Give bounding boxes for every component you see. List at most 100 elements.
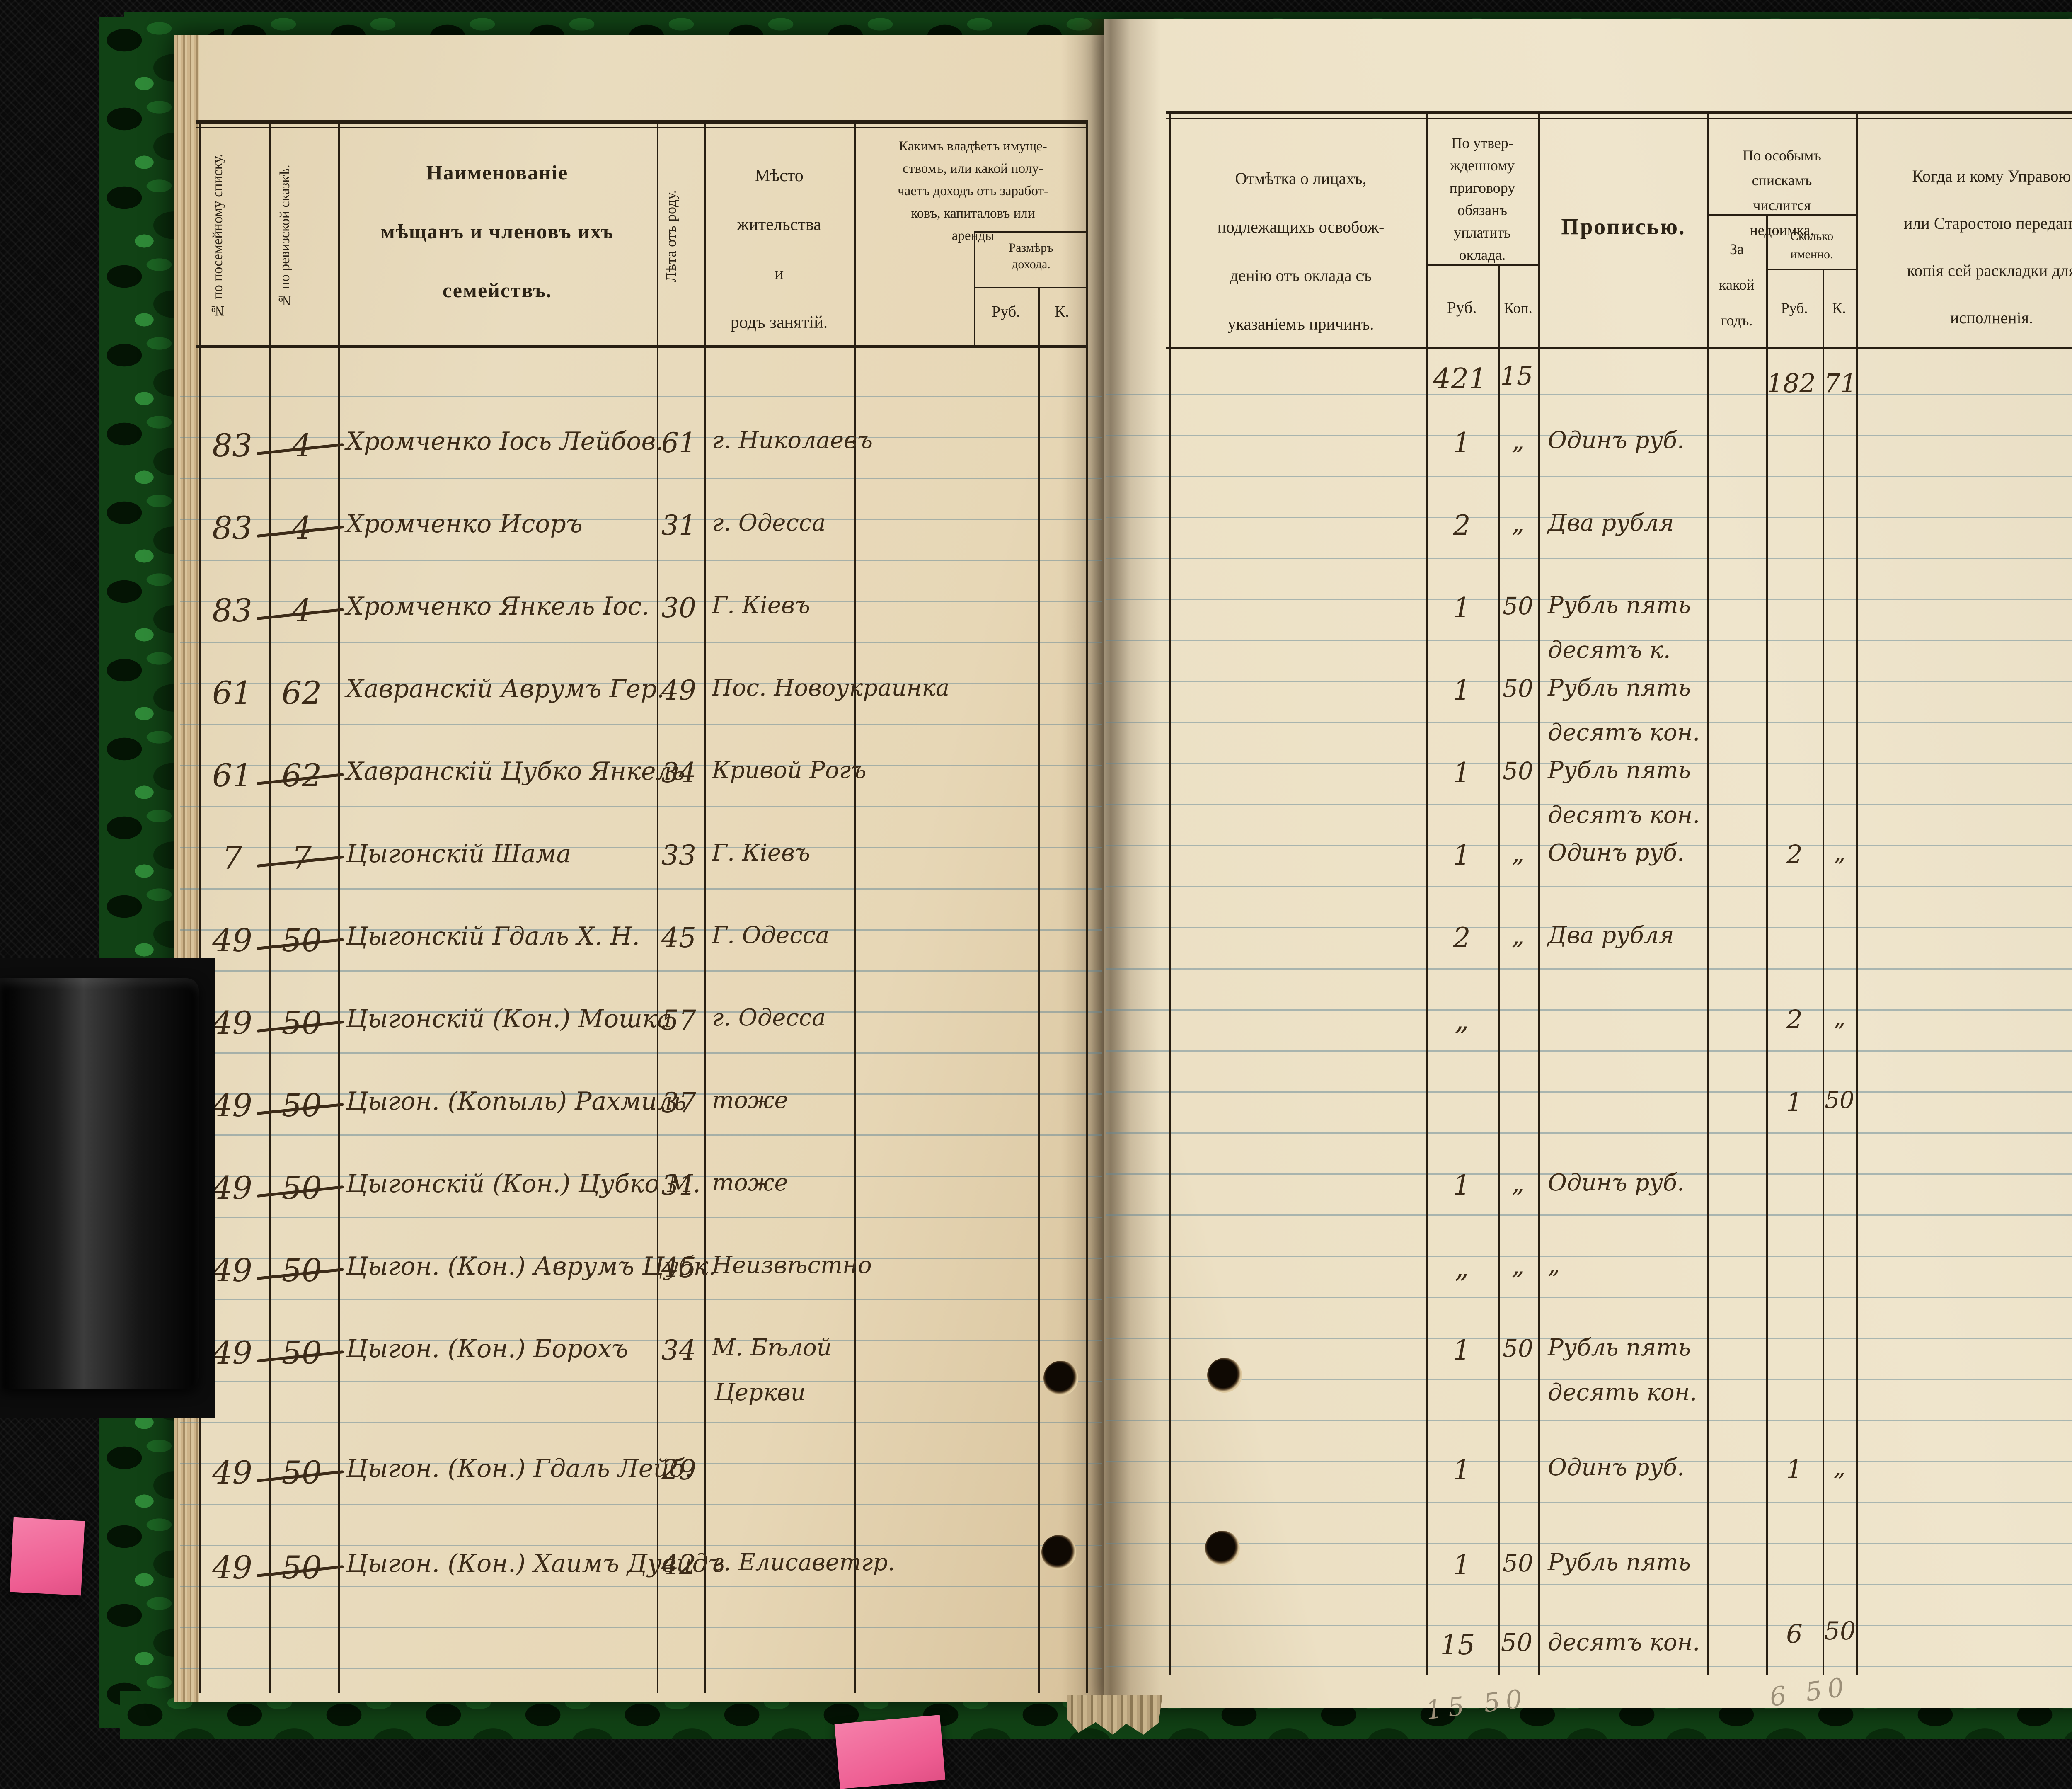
revision-list-no: 4: [266, 509, 337, 546]
arrears-rubles: 1: [1786, 1454, 1803, 1484]
header-oklad: По утвер- жденному приговору обязанъ упл…: [1449, 135, 1515, 263]
age: 49: [661, 674, 696, 706]
carryover-arrears-kop: 71: [1824, 368, 1857, 398]
age: 31: [661, 509, 696, 541]
grid-line: [1766, 214, 1768, 1675]
oklad-kopecks: „: [1511, 1252, 1525, 1280]
arrears-kopecks: „: [1833, 1454, 1846, 1481]
oklad-rubles: 2: [1453, 922, 1471, 954]
person-name: Хромченко Исоръ: [346, 509, 583, 538]
grid-line: [1707, 111, 1709, 1675]
person-name: Хромченко Іось Лейбов.: [346, 427, 664, 456]
grid-line: [974, 231, 1088, 233]
page-number: 26: [2068, 78, 2072, 114]
age: 30: [661, 592, 696, 624]
arrears-kopecks: 50: [1825, 1087, 1854, 1114]
carryover-oklad-kop: 15: [1500, 361, 1533, 391]
header-income-k: К.: [1055, 303, 1069, 320]
residence: г. Елисаветгр.: [712, 1549, 896, 1576]
table-row: 49 50 Цыгонскій Гдаль Х. Н. 45 Г. Одесса…: [0, 922, 2072, 1005]
grid-line: [1166, 347, 2072, 349]
oklad-kopecks: „: [1511, 509, 1525, 538]
grid-line: [1823, 269, 1824, 1675]
header-age: Лѣта отъ роду.: [663, 190, 679, 283]
grid-line: [1707, 214, 1856, 216]
carryover-arrears-rub: 182: [1767, 368, 1816, 398]
header-copy-note: Когда и кому Управою или Старостою перед…: [1904, 167, 2072, 327]
total-words: десятъ кон.: [1548, 1629, 1700, 1656]
oklad-kopecks: 50: [1503, 1549, 1533, 1577]
header-revision-no: № по ревизской сказкѣ.: [277, 165, 293, 308]
table-row: 49 50 Цыгонскій (Кон.) Мошка 57 г. Одесс…: [0, 1004, 2072, 1087]
oklad-rubles: 1: [1453, 674, 1471, 706]
grid-line: [269, 120, 271, 1693]
age: 34: [661, 757, 696, 789]
table-row: 49 50 Цыгон. (Кон.) Аврумъ Цубк. 45 Неиз…: [0, 1252, 2072, 1335]
header-arrears-amount: Сколько именно.: [1790, 229, 1834, 261]
residence: г. Николаевъ: [712, 427, 873, 454]
oklad-rubles: 1: [1453, 1549, 1471, 1581]
grid-line: [1538, 111, 1540, 1675]
header-arrears-k: К.: [1832, 300, 1846, 316]
family-list-no: 49: [212, 1454, 252, 1491]
age: 29: [661, 1454, 696, 1486]
family-list-no: 83: [212, 427, 252, 464]
person-name: Цыгон. (Копыль) Рахмиль: [346, 1087, 687, 1116]
punch-hole: [1043, 1361, 1078, 1396]
header-income-size: Размѣръ дохода.: [1009, 241, 1053, 271]
total-arrears-kop: 50: [1824, 1617, 1856, 1646]
oklad-kopecks: 50: [1503, 757, 1533, 785]
oklad-rubles: 1: [1453, 1169, 1471, 1201]
oklad-kopecks: 50: [1503, 592, 1533, 620]
age: 31: [661, 1169, 696, 1201]
amount-in-words: Одинъ руб.: [1548, 839, 1685, 866]
header-oklad-kop: Коп.: [1504, 300, 1532, 316]
residence: Г. Кіевъ: [712, 592, 810, 619]
grid-line: [974, 231, 975, 347]
person-name: Цыгон. (Кон.) Аврумъ Цубк.: [346, 1252, 716, 1281]
grid-line: [1498, 264, 1500, 1675]
person-name: Цыгонскій Гдаль Х. Н.: [346, 922, 640, 951]
age: 33: [661, 839, 696, 871]
age: 61: [661, 427, 696, 459]
oklad-kopecks: „: [1511, 839, 1525, 868]
revision-list-no: 62: [281, 674, 322, 711]
revision-list-no: 50: [266, 1454, 337, 1491]
oklad-rubles: 1: [1453, 1454, 1471, 1486]
residence: Неизвѣстно: [712, 1252, 872, 1279]
table-row: 61 62 Хавранскій Аврумъ Гер. 49 Пос. Нов…: [0, 674, 2072, 757]
grid-line: [1166, 118, 2072, 119]
oklad-rubles: 1: [1453, 757, 1471, 789]
grid-line: [1169, 111, 1171, 1675]
header-arrears-rub: Руб.: [1781, 300, 1808, 316]
age: 34: [661, 1334, 696, 1366]
family-list-no: 61: [212, 757, 252, 794]
person-name: Хавранскій Цубко Янкель: [346, 757, 685, 786]
residence: Пос. Новоукраинка: [712, 674, 950, 701]
sticky-note-bottom: [834, 1715, 946, 1789]
oklad-rubles: 1: [1453, 1334, 1471, 1366]
amount-in-words: Рубль пять: [1548, 1549, 1691, 1576]
header-in-words: Прописью.: [1561, 214, 1686, 239]
punch-hole: [1207, 1358, 1242, 1393]
oklad-rubles: 1: [1453, 592, 1471, 624]
family-list-no: 7: [222, 839, 242, 876]
carryover-oklad-rub: 421: [1433, 363, 1487, 395]
grid-line: [199, 120, 201, 1693]
revision-list-no: 50: [266, 1087, 337, 1124]
revision-list-no: 50: [266, 1252, 337, 1289]
person-name: Хавранскій Аврумъ Гер.: [346, 674, 665, 703]
oklad-kopecks: „: [1511, 427, 1525, 455]
revision-list-no: 62: [266, 757, 337, 794]
arrears-rubles: 2: [1786, 1004, 1803, 1035]
age: 45: [661, 922, 696, 954]
amount-in-words: Рубль пять десять кон.: [1548, 1334, 1697, 1406]
person-name: Цыгон. (Кон.) Гдаль Лейб.: [346, 1454, 692, 1483]
total-oklad-rub: 15: [1440, 1629, 1475, 1661]
header-oklad-rub: Руб.: [1447, 298, 1477, 317]
residence: г. Одесса: [712, 1004, 826, 1031]
age: 57: [661, 1004, 696, 1036]
table-row: 49 50 Цыгонскій (Кон.) Цубко М. 31 тоже …: [0, 1169, 2072, 1252]
oklad-kopecks: 50: [1503, 674, 1533, 703]
header-arrears-year: За какой годъ.: [1719, 241, 1755, 329]
